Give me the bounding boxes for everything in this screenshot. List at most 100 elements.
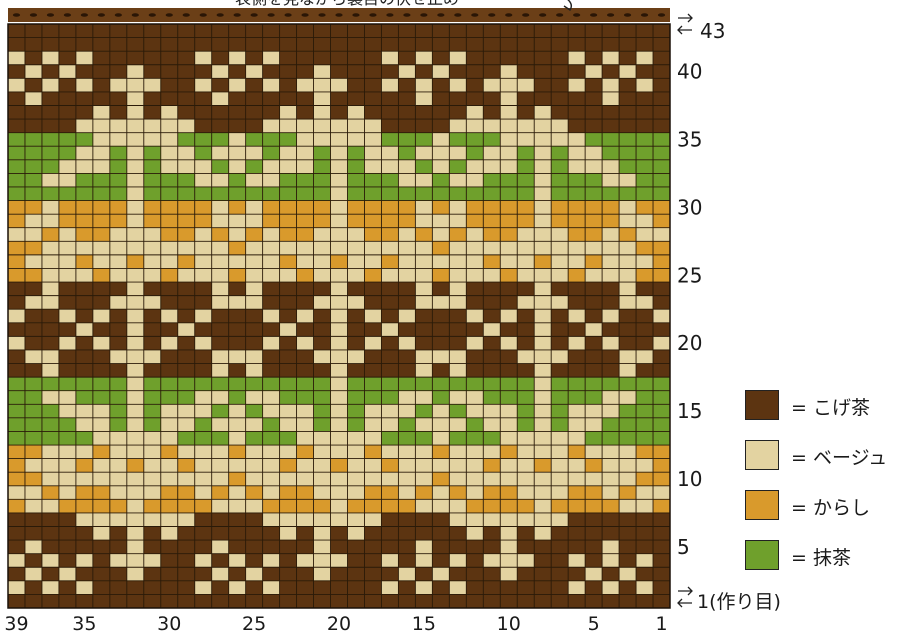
stitch-cell-matcha (347, 186, 365, 201)
stitch-cell-kogecha (160, 594, 179, 609)
stitch-cell-beige (619, 214, 637, 229)
stitch-cell-beige (534, 268, 552, 283)
stitch-cell-matcha (8, 146, 26, 161)
stitch-cell-kogecha (585, 37, 603, 52)
stitch-cell-beige (211, 295, 229, 310)
stitch-cell-beige (41, 51, 60, 66)
stitch-cell-beige (602, 404, 620, 419)
stitch-cell-kogecha (245, 91, 263, 106)
stitch-cell-matcha (415, 404, 433, 419)
stitch-cell-beige (194, 78, 212, 93)
stitch-cell-kogecha (58, 553, 77, 568)
stitch-cell-kogecha (109, 105, 128, 120)
stitch-cell-beige (415, 295, 433, 310)
stitch-cell-beige (279, 241, 297, 256)
stitch-cell-matcha (483, 132, 501, 147)
stitch-cell-kogecha (313, 282, 331, 296)
stitch-cell-kogecha (24, 322, 43, 337)
stitch-cell-karashi (364, 485, 382, 500)
stitch-cell-matcha (177, 186, 196, 201)
bind-off-dot (657, 13, 666, 17)
stitch-cell-kogecha (568, 363, 586, 378)
stitch-cell-beige (432, 417, 450, 432)
stitch-cell-kogecha (160, 363, 179, 378)
stitch-cell-beige (313, 254, 331, 269)
stitch-cell-karashi (500, 200, 518, 215)
stitch-cell-karashi (619, 227, 637, 242)
stitch-cell-matcha (415, 431, 433, 446)
legend-swatch (745, 390, 779, 420)
stitch-cell-matcha (398, 132, 416, 147)
stitch-cell-kogecha (194, 540, 212, 554)
stitch-cell-kogecha (313, 322, 331, 337)
stitch-cell-beige (449, 580, 467, 595)
stitch-cell-beige (330, 390, 348, 405)
stitch-cell-karashi (92, 214, 111, 229)
stitch-cell-kogecha (466, 78, 484, 93)
stitch-cell-kogecha (602, 594, 620, 609)
stitch-cell-beige (126, 526, 145, 541)
stitch-cell-kogecha (551, 105, 569, 120)
stitch-cell-kogecha (262, 363, 280, 378)
stitch-cell-kogecha (466, 322, 484, 337)
stitch-cell-matcha (568, 173, 586, 188)
stitch-cell-karashi (568, 227, 586, 242)
stitch-cell-beige (92, 309, 111, 324)
stitch-cell-kogecha (636, 282, 654, 296)
stitch-cell-beige (381, 472, 399, 487)
stitch-cell-beige (619, 295, 637, 310)
stitch-cell-beige (466, 526, 484, 541)
stitch-cell-beige (245, 146, 263, 161)
stitch-cell-matcha (194, 186, 212, 201)
stitch-cell-kogecha (517, 336, 535, 351)
top-row-arrows (677, 13, 693, 35)
stitch-cell-karashi (653, 445, 671, 459)
stitch-cell-kogecha (466, 295, 484, 310)
stitch-cell-beige (534, 336, 552, 351)
stitch-cell-kogecha (194, 64, 212, 79)
stitch-cell-matcha (653, 132, 671, 147)
stitch-cell-matcha (143, 417, 162, 432)
stitch-cell-kogecha (585, 363, 603, 378)
stitch-cell-beige (330, 322, 348, 337)
stitch-cell-karashi (551, 200, 569, 215)
stitch-cell-beige (534, 159, 552, 174)
stitch-cell-kogecha (228, 24, 246, 38)
stitch-cell-beige (500, 458, 518, 473)
column-label: 15 (412, 613, 436, 635)
stitch-cell-kogecha (347, 282, 365, 296)
stitch-cell-karashi (398, 214, 416, 229)
stitch-cell-kogecha (296, 64, 314, 79)
bind-off-dot (250, 13, 258, 17)
stitch-cell-kogecha (636, 24, 654, 38)
column-labels: 39 35 30 25 20 15 10 5 1 (4, 613, 667, 635)
stitch-cell-beige (500, 309, 518, 324)
stitch-cell-beige (415, 78, 433, 93)
bind-off-dot (267, 13, 275, 17)
stitch-cell-kogecha (75, 540, 94, 554)
stitch-cell-beige (58, 404, 77, 419)
stitch-cell-kogecha (483, 349, 501, 364)
stitch-cell-kogecha (330, 105, 348, 120)
stitch-cell-matcha (296, 186, 314, 201)
stitch-cell-karashi (58, 499, 77, 514)
stitch-cell-kogecha (347, 567, 365, 582)
stitch-cell-beige (109, 553, 128, 568)
stitch-cell-kogecha (279, 78, 297, 93)
stitch-cell-karashi (228, 472, 246, 487)
stitch-cell-beige (330, 78, 348, 93)
stitch-cell-kogecha (194, 526, 212, 541)
stitch-cell-beige (126, 282, 145, 296)
column-label: 5 (588, 613, 600, 635)
stitch-cell-beige (534, 105, 552, 120)
stitch-cell-beige (262, 309, 280, 324)
stitch-cell-karashi (364, 268, 382, 283)
stitch-cell-beige (211, 200, 229, 215)
stitch-cell-kogecha (619, 78, 637, 93)
stitch-cell-beige (347, 485, 365, 500)
stitch-cell-matcha (568, 377, 586, 391)
stitch-cell-kogecha (228, 540, 246, 554)
stitch-cell-karashi (449, 485, 467, 500)
stitch-cell-matcha (381, 390, 399, 405)
stitch-cell-kogecha (415, 567, 433, 582)
